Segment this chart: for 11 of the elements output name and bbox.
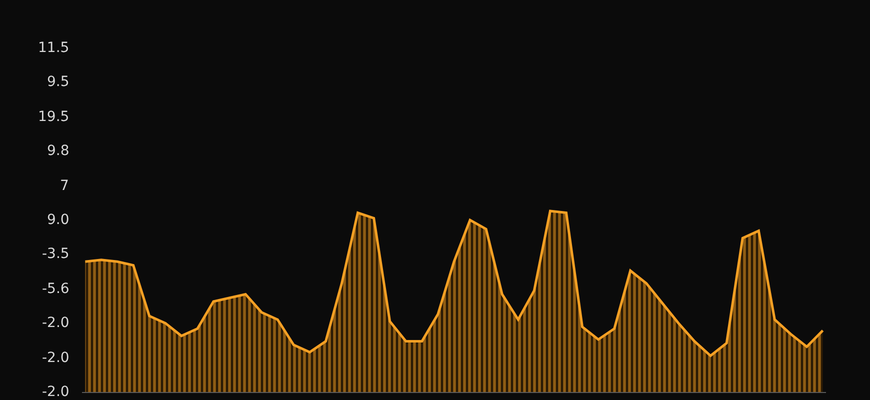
text: 7 [60, 178, 69, 194]
text: -5.6 [42, 281, 70, 297]
text: -3.5 [42, 246, 70, 262]
text: 9.0 [47, 212, 70, 228]
text: 9.8 [47, 143, 70, 159]
text: -2.0 [42, 350, 70, 366]
text: -2.0 [42, 384, 70, 400]
text: 19.5 [38, 109, 70, 125]
text: -2.0 [42, 315, 70, 331]
text: 11.5 [38, 40, 70, 56]
text: 9.5 [47, 74, 70, 90]
